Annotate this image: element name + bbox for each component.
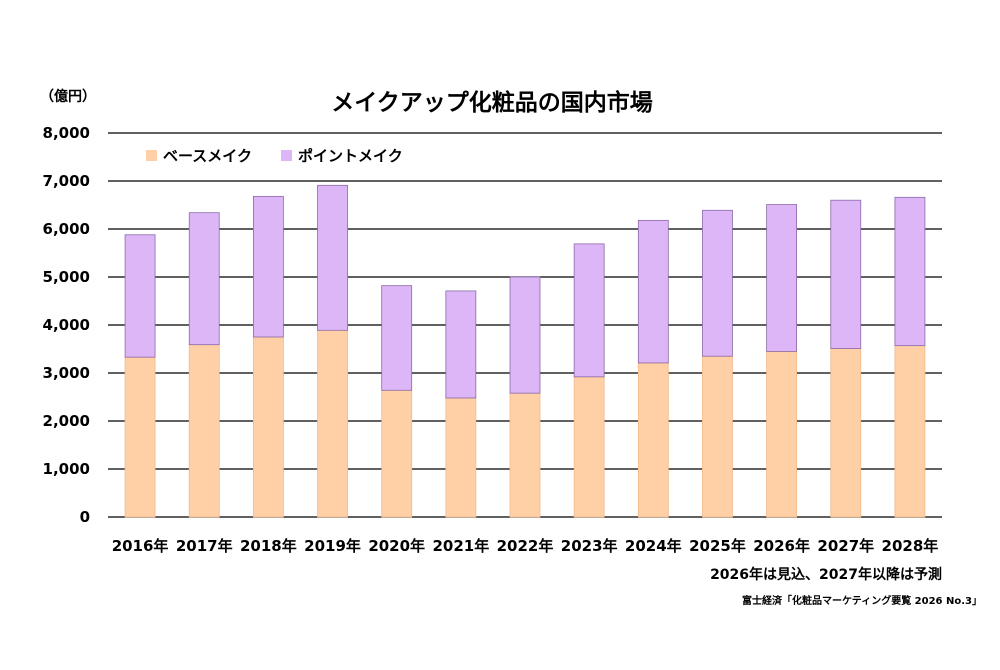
bar-base-makeup — [509, 392, 541, 518]
y-tick-label: 3,000 — [43, 364, 90, 382]
bar-base-makeup — [124, 356, 156, 518]
bar-base-makeup — [188, 344, 220, 518]
y-tick-label: 6,000 — [43, 220, 90, 238]
y-axis-ticks: 0 1,000 2,000 3,000 4,000 5,000 6,000 7,000 8,00… — [43, 124, 90, 526]
bar-point-makeup — [252, 195, 284, 338]
x-tick-label: 2026年 — [753, 537, 810, 555]
y-tick-label: 1,000 — [43, 460, 90, 478]
legend-label-base-makeup: ベースメイク — [163, 147, 252, 165]
x-tick-label: 2019年 — [304, 537, 361, 555]
chart-title: メイクアップ化粧品の国内市場 — [331, 89, 653, 116]
x-tick-label: 2025年 — [689, 537, 746, 555]
x-tick-label: 2022年 — [497, 537, 554, 555]
bars — [124, 184, 926, 518]
bar-base-makeup — [766, 350, 798, 518]
bar-base-makeup — [637, 362, 669, 518]
bar-base-makeup — [894, 345, 926, 518]
bar-point-makeup — [702, 209, 733, 357]
bar-base-makeup — [252, 336, 284, 518]
y-tick-label: 4,000 — [43, 316, 90, 334]
x-tick-label: 2018年 — [240, 537, 297, 555]
legend: ベースメイク ポイントメイク — [146, 147, 403, 165]
bar-base-makeup — [317, 329, 348, 518]
x-tick-label: 2021年 — [432, 537, 489, 555]
x-tick-label: 2023年 — [561, 537, 618, 555]
bar-point-makeup — [124, 234, 156, 358]
x-tick-label: 2017年 — [176, 537, 233, 555]
y-tick-label: 0 — [80, 508, 90, 526]
y-tick-label: 5,000 — [43, 268, 90, 286]
legend-label-point-makeup: ポイントメイク — [298, 147, 403, 165]
bar-point-makeup — [637, 219, 669, 364]
legend-swatch-base-makeup — [146, 150, 157, 161]
x-tick-label: 2027年 — [817, 537, 874, 555]
bar-point-makeup — [573, 243, 605, 378]
y-tick-label: 8,000 — [43, 124, 90, 142]
bar-point-makeup — [766, 204, 798, 352]
bar-point-makeup — [317, 184, 348, 331]
bar-base-makeup — [573, 376, 605, 518]
bar-base-makeup — [702, 355, 733, 518]
x-tick-label: 2028年 — [882, 537, 939, 555]
bar-point-makeup — [445, 290, 477, 399]
bar-point-makeup — [188, 212, 220, 346]
bar-base-makeup — [445, 397, 477, 518]
bar-point-makeup — [830, 199, 862, 349]
x-tick-label: 2020年 — [368, 537, 425, 555]
y-tick-label: 7,000 — [43, 172, 90, 190]
bar-base-makeup — [381, 389, 413, 518]
legend-swatch-point-makeup — [281, 150, 292, 161]
bar-point-makeup — [509, 276, 541, 394]
y-tick-label: 2,000 — [43, 412, 90, 430]
bar-point-makeup — [894, 196, 926, 347]
x-axis-ticks: 2016年 2017年 2018年 2019年 2020年 2021年 2022年 2023年… — [112, 537, 939, 555]
forecast-note: 2026年は見込、2027年以降は予測 — [710, 566, 942, 583]
bar-base-makeup — [830, 348, 862, 518]
bar-point-makeup — [381, 285, 413, 391]
y-axis-unit-label: （億円） — [40, 88, 96, 105]
x-tick-label: 2024年 — [625, 537, 682, 555]
x-tick-label: 2016年 — [112, 537, 169, 555]
source-citation: 富士経済「化粧品マーケティング要覧 2026 No.3」 — [742, 594, 982, 607]
